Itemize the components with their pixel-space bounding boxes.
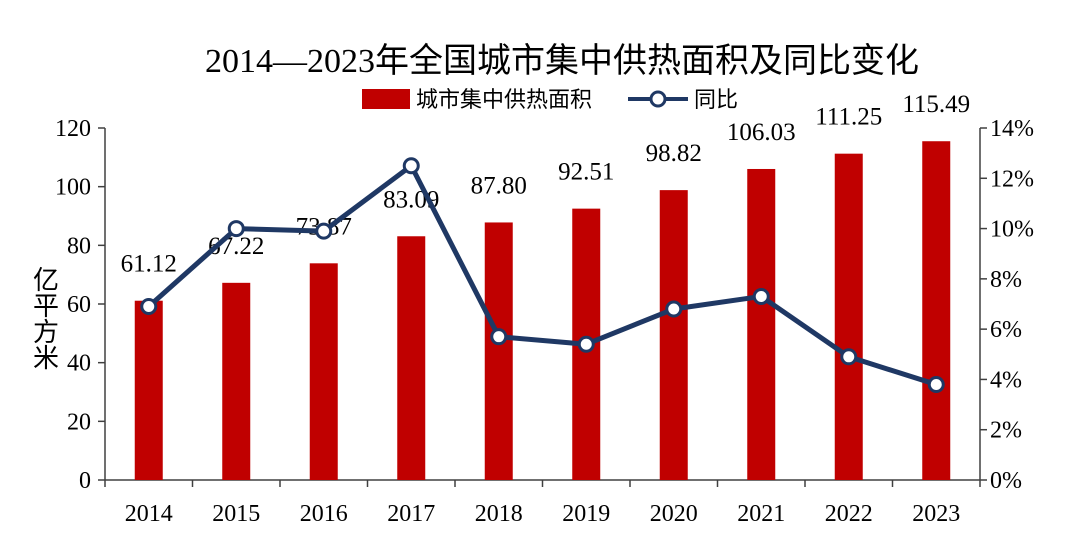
x-tick-label: 2015 (212, 501, 260, 527)
bar (134, 300, 163, 480)
right-tick-label: 6% (990, 317, 1022, 343)
legend-bar-swatch (362, 89, 410, 109)
left-tick-label: 0 (79, 468, 91, 494)
x-tick-label: 2021 (737, 501, 785, 527)
bar-data-label: 87.80 (471, 172, 527, 199)
legend-line-marker (649, 90, 667, 108)
x-tick-label: 2018 (475, 501, 523, 527)
bar-data-label: 111.25 (815, 104, 882, 131)
bar (922, 141, 951, 480)
bar (397, 236, 426, 480)
left-tick-label: 100 (55, 175, 91, 201)
bar-data-label: 61.12 (121, 251, 177, 278)
left-tick-label: 20 (67, 409, 91, 435)
left-tick-label: 60 (67, 292, 91, 318)
right-tick-label: 0% (990, 468, 1022, 494)
yoy-point (927, 375, 945, 393)
x-tick-label: 2023 (912, 501, 960, 527)
right-tick-label: 12% (990, 166, 1034, 192)
left-axis-ticks: 0 20 40 60 80 100 120 (55, 116, 105, 494)
bar-data-label: 98.82 (646, 140, 702, 167)
x-tick-label: 2016 (300, 501, 348, 527)
right-tick-label: 4% (990, 367, 1022, 393)
x-tick-label: 2020 (650, 501, 698, 527)
bar (834, 153, 863, 480)
right-tick-label: 14% (990, 116, 1034, 142)
yoy-point (840, 348, 858, 366)
yoy-point (402, 157, 420, 175)
right-tick-label: 10% (990, 217, 1034, 243)
bar (659, 190, 688, 481)
yoy-line (147, 163, 938, 387)
x-tick-label: 2017 (387, 501, 435, 527)
x-tick-label: 2014 (125, 501, 173, 527)
x-tick-label: 2019 (562, 501, 610, 527)
yoy-point (140, 298, 158, 316)
bar-data-label: 106.03 (727, 119, 796, 146)
left-tick-label: 120 (55, 116, 91, 142)
legend-line-label: 同比 (694, 87, 738, 112)
legend-bar-label: 城市集中供热面积 (416, 87, 592, 112)
legend: 城市集中供热面积 同比 (362, 87, 738, 112)
bar-data-label: 92.51 (558, 159, 614, 186)
x-tick-label: 2022 (825, 501, 873, 527)
left-tick-label: 40 (67, 351, 91, 377)
x-axis-ticks: 2014 2015 2016 2017 2018 2019 2020 2021 2022 2023 (104, 480, 981, 527)
yoy-point (315, 222, 333, 240)
yoy-point (665, 300, 683, 318)
bar-data-label: 115.49 (902, 91, 970, 118)
yoy-point (752, 287, 770, 305)
yoy-point (227, 220, 245, 238)
bar (309, 263, 338, 480)
chart-title: 2014—2023年全国城市集中供热面积及同比变化 (205, 42, 919, 80)
right-axis-ticks: 0% 2% 4% 6% 8% 10% 12% 14% (980, 116, 1034, 494)
bar (222, 282, 251, 480)
right-tick-label: 8% (990, 267, 1022, 293)
bar-series (134, 141, 951, 481)
left-tick-label: 80 (67, 233, 91, 259)
y-axis-label: 亿平方米 (30, 266, 59, 370)
line-series (140, 157, 945, 393)
bar (747, 168, 776, 480)
yoy-point (577, 335, 595, 353)
right-tick-label: 2% (990, 418, 1022, 444)
bar (484, 222, 513, 480)
yoy-point (490, 328, 508, 346)
